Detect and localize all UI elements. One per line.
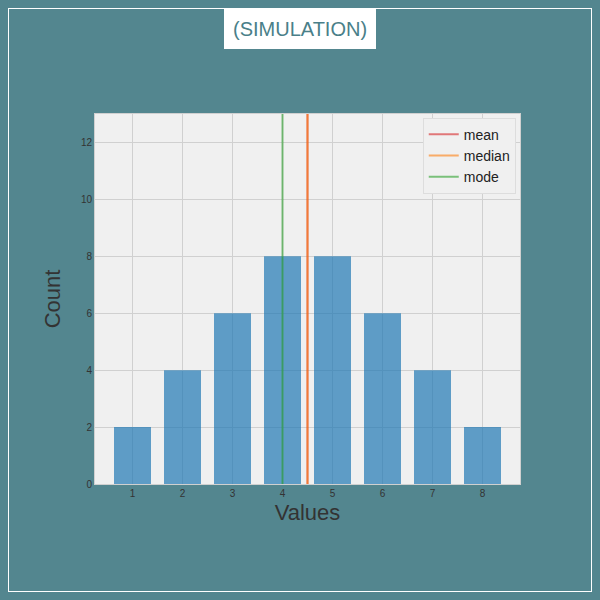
svg-text:mean: mean [464,127,499,143]
svg-text:3: 3 [230,488,236,499]
svg-text:0: 0 [86,479,92,490]
svg-text:2: 2 [180,488,186,499]
svg-text:(SIMULATION): (SIMULATION) [233,18,367,40]
svg-text:12: 12 [81,137,93,148]
svg-text:2: 2 [86,422,92,433]
svg-text:Values: Values [275,500,341,525]
svg-text:Count: Count [40,270,65,329]
svg-text:1: 1 [130,488,136,499]
svg-text:4: 4 [86,365,92,376]
svg-text:4: 4 [280,488,286,499]
svg-text:6: 6 [86,308,92,319]
svg-text:median: median [464,148,510,164]
svg-text:6: 6 [380,488,386,499]
svg-text:10: 10 [81,194,93,205]
svg-text:mode: mode [464,169,499,185]
svg-text:5: 5 [330,488,336,499]
svg-text:8: 8 [86,251,92,262]
svg-text:7: 7 [430,488,436,499]
svg-text:8: 8 [480,488,486,499]
